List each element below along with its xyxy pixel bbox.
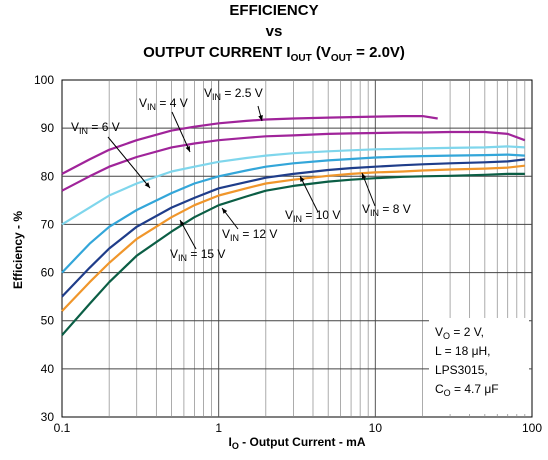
y-axis-title: Efficiency - % (11, 211, 25, 289)
label-pointer-head (180, 220, 185, 226)
label-pointer-line (361, 172, 376, 207)
y-tick-label: 90 (41, 121, 55, 135)
notes-box (429, 318, 529, 414)
x-tick-label: 100 (522, 421, 542, 435)
series-label: VIN = 2.5 V (204, 86, 263, 102)
y-tick-label: 80 (41, 169, 55, 183)
x-axis-title-rest: - Output Current - mA (239, 435, 366, 449)
series-label: VIN = 15 V (170, 247, 225, 263)
chart-title-line-2: vs (265, 23, 283, 40)
label-pointer-line (107, 136, 151, 189)
series-lines (61, 114, 526, 336)
series-line (61, 172, 525, 336)
note-line: VO = 2 V, (435, 325, 484, 341)
notes-text: VO = 2 V, L = 18 μH, LPS3015, CO = 4.7 μF (435, 325, 499, 398)
y-tick-label: 50 (41, 314, 55, 328)
label-pointer-head (144, 182, 150, 188)
x-axis-title: IO - Output Current - mA (228, 435, 365, 451)
title-suffix-text: = 2.0V) (351, 44, 405, 61)
series-line (61, 164, 525, 312)
series-line (61, 114, 438, 175)
plot-area-frame (61, 79, 533, 418)
chart-title-line-1: EFFICIENCY (229, 2, 319, 19)
y-tick-label: 30 (41, 410, 55, 424)
label-pointer-line (171, 111, 191, 153)
series-line (61, 158, 525, 298)
series-line (61, 130, 526, 192)
series-label: VIN = 10 V (285, 208, 340, 224)
title-paren-text: (V (311, 44, 331, 61)
title-out-subscript: OUT (290, 53, 312, 64)
y-tick-label: 60 (41, 266, 55, 280)
title-output-current-text: OUTPUT CURRENT I (143, 44, 291, 61)
label-pointer-head (222, 208, 228, 214)
label-pointer-head (361, 173, 367, 179)
series-label: VIN = 6 V (71, 120, 120, 136)
label-pointer-head (185, 146, 190, 152)
x-tick-label: 10 (369, 421, 383, 435)
series-label: VIN = 8 V (362, 202, 411, 218)
label-pointer-head (300, 176, 305, 182)
y-tick-label: 70 (41, 217, 55, 231)
title-vout-subscript: OUT (330, 53, 352, 64)
note-line: L = 18 μH, (435, 344, 491, 358)
series-labels: VIN = 2.5 V VIN = 4 V VIN = 6 V VIN = 8 V VI… (71, 86, 411, 263)
y-tick-label: 100 (34, 73, 54, 87)
note-line: CO = 4.7 μF (435, 382, 499, 398)
y-tick-label: 40 (41, 362, 55, 376)
series-label: VIN = 4 V (139, 96, 188, 112)
tick-labels: 30 40 50 60 70 80 90 100 0.1 1 10 100 (34, 73, 542, 435)
chart-title-line-3: OUTPUT CURRENT IOUT (VOUT = 2.0V) (0, 44, 548, 64)
series-line (61, 145, 525, 226)
x-axis-title-subscript: O (232, 441, 239, 451)
label-pointers (107, 105, 376, 250)
x-tick-label: 0.1 (54, 421, 71, 435)
label-pointer-line (299, 175, 319, 213)
grid-lines (62, 80, 532, 417)
x-axis-title-main: I (228, 435, 231, 449)
x-tick-label: 1 (215, 421, 222, 435)
series-label: VIN = 12 V (222, 227, 277, 243)
note-line: LPS3015, (435, 363, 488, 377)
series-line (61, 153, 525, 274)
label-pointer-head (258, 115, 263, 121)
